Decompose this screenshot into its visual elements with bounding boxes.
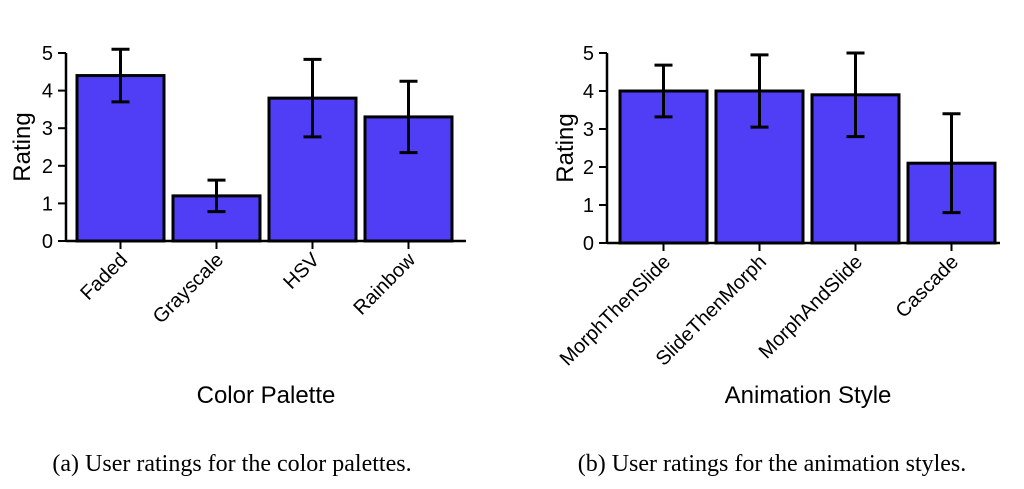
y-axis-title: Rating (9, 112, 36, 181)
y-axis-title: Rating (552, 113, 579, 182)
y-tick-label: 4 (42, 81, 53, 103)
x-tick-label: Cascade (892, 251, 963, 322)
figure-caption: (b) User ratings for the animation style… (578, 451, 967, 477)
y-tick-label: 2 (583, 157, 594, 179)
x-tick-label: HSV (279, 249, 324, 294)
y-tick-label: 1 (42, 193, 53, 215)
x-axis-title: Color Palette (197, 382, 336, 409)
y-tick-label: 5 (42, 43, 53, 65)
figure-caption: (a) User ratings for the color palettes. (52, 451, 411, 477)
chart-color-palette: Faded Grayscale HSV Rainbow 0 1 2 3 4 5 Rating Colo… (9, 43, 466, 477)
y-tick-label: 2 (42, 156, 53, 178)
x-tick-label: Rainbow (349, 249, 420, 320)
y-tick-label: 4 (583, 81, 594, 103)
y-tick-label: 0 (583, 233, 594, 255)
y-tick-label: 3 (42, 118, 53, 140)
y-tick-label: 1 (583, 195, 594, 217)
y-tick-label: 5 (583, 43, 594, 65)
x-axis-title: Animation Style (725, 382, 892, 409)
x-tick-label: MorphAndSlide (755, 251, 867, 363)
y-tick-label: 0 (42, 231, 53, 253)
y-tick-label: 3 (583, 119, 594, 141)
x-tick-label: Faded (76, 249, 132, 305)
chart-animation-style: MorphThenSlideSlideThenMorphMorphAndSlid… (552, 43, 1000, 477)
x-tick-label: Grayscale (149, 249, 228, 328)
